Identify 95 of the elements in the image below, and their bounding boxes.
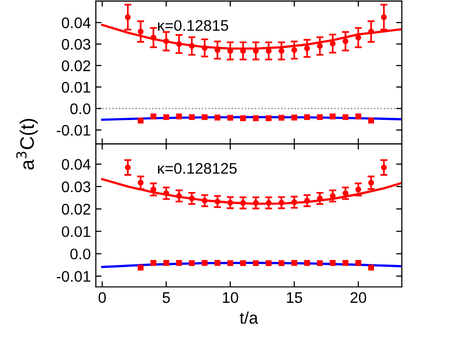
point — [227, 114, 234, 121]
point — [188, 43, 195, 49]
point — [342, 190, 348, 196]
annotation: κ=0.128125 — [158, 162, 237, 174]
point — [342, 260, 348, 266]
point — [291, 114, 298, 120]
point — [291, 260, 298, 266]
point — [368, 180, 374, 186]
point — [252, 260, 259, 266]
point — [304, 45, 310, 52]
point — [278, 48, 284, 54]
point — [188, 114, 195, 120]
point — [342, 38, 348, 44]
y-tick-label: -0.01 — [56, 270, 90, 282]
point — [291, 199, 298, 206]
x-tick-label: 20 — [350, 292, 366, 303]
point — [368, 264, 374, 271]
point — [355, 114, 362, 120]
point — [214, 198, 220, 204]
x-tick-label: 15 — [286, 292, 302, 303]
point — [150, 114, 156, 120]
point — [214, 114, 220, 120]
point — [240, 260, 246, 266]
point — [176, 114, 182, 120]
point — [202, 198, 208, 204]
point — [278, 260, 284, 266]
point — [202, 114, 208, 120]
point — [240, 200, 246, 206]
point — [202, 44, 208, 51]
y-tick-label: 0.04 — [62, 17, 91, 28]
point — [163, 38, 170, 44]
point — [342, 114, 348, 120]
point — [138, 118, 144, 124]
point — [252, 200, 259, 206]
point — [368, 28, 374, 34]
y-axis-title: a$^{3}$C(t) — [16, 118, 38, 170]
point — [214, 260, 220, 266]
point — [380, 14, 387, 20]
point — [278, 200, 284, 206]
y-tick-label: 0.02 — [62, 60, 90, 72]
point — [188, 195, 195, 202]
point — [163, 260, 170, 266]
point — [163, 114, 170, 120]
point — [240, 115, 246, 122]
point — [138, 180, 144, 186]
y-tick-label: 0.04 — [62, 158, 91, 170]
point — [368, 118, 374, 124]
point — [316, 43, 323, 49]
line-series — [101, 178, 402, 205]
point — [163, 190, 170, 196]
point — [355, 186, 362, 192]
y-tick-label: 0.03 — [62, 181, 90, 192]
y-tick-label: 0.01 — [62, 82, 90, 93]
x-tick-label: 10 — [222, 292, 238, 303]
point — [266, 200, 272, 206]
point — [227, 200, 234, 206]
x-axis-title: t/a — [240, 312, 258, 324]
point — [252, 115, 259, 122]
point — [188, 260, 195, 266]
point — [380, 164, 387, 170]
y-tick-label: -0.01 — [56, 124, 90, 136]
point — [124, 14, 131, 20]
point — [304, 114, 310, 120]
point — [316, 260, 323, 266]
point — [202, 260, 208, 266]
point — [138, 28, 144, 34]
point — [330, 40, 336, 47]
point — [304, 260, 310, 266]
point — [176, 41, 182, 47]
point — [316, 114, 323, 120]
point — [291, 47, 298, 53]
point — [138, 264, 144, 271]
point — [304, 198, 310, 204]
y-tick-label: 0.03 — [62, 38, 90, 50]
y-tick-label: 0.02 — [62, 204, 90, 215]
y-tick-label: 0.01 — [62, 226, 90, 238]
y-tick-label: 0.0 — [70, 248, 90, 260]
point — [150, 260, 156, 266]
point — [124, 164, 131, 170]
point — [355, 34, 362, 41]
point — [330, 114, 336, 120]
annotation: κ=0.12815 — [158, 20, 228, 31]
point — [176, 193, 182, 199]
y-tick-label: 0.0 — [70, 103, 90, 114]
point — [150, 34, 156, 41]
point — [266, 115, 272, 122]
point — [330, 260, 336, 266]
point — [227, 260, 234, 266]
point — [355, 260, 362, 266]
point — [266, 260, 272, 266]
point — [176, 260, 182, 266]
x-tick-label: 0 — [98, 292, 106, 303]
point — [150, 186, 156, 192]
x-tick-label: 5 — [162, 292, 170, 303]
point — [278, 114, 284, 121]
